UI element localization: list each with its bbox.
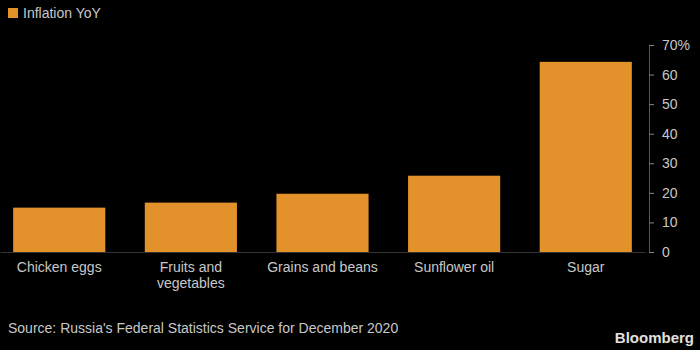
tick-label: 10	[662, 214, 678, 230]
tick-label: Grains and beans	[267, 259, 378, 275]
tick: Grains and beans	[267, 252, 378, 275]
bar	[13, 208, 105, 252]
legend-swatch	[8, 8, 18, 18]
legend-item: Inflation YoY	[8, 5, 102, 21]
axis-line	[650, 46, 655, 253]
tick-label: Chicken eggs	[17, 259, 102, 275]
tick-label: 0	[662, 244, 670, 260]
tick-label: 50	[662, 96, 678, 112]
tick-mark	[649, 163, 654, 164]
bars	[13, 62, 632, 252]
tick-label: Sugar	[567, 259, 605, 275]
tick: 10	[649, 214, 678, 230]
bar	[540, 62, 632, 252]
tick: Sugar	[567, 252, 605, 275]
background	[0, 0, 700, 350]
tick-label: 40	[662, 126, 678, 142]
tick: Fruits andvegetables	[157, 252, 225, 291]
tick-label: 20	[662, 185, 678, 201]
source: Source: Russia's Federal Statistics Serv…	[8, 320, 398, 336]
tick-mark	[649, 134, 654, 135]
y-axis: 0 10 20 30 40 50 60 70%	[649, 37, 690, 260]
tick-mark	[649, 193, 654, 194]
axis-line	[1, 252, 646, 253]
legend: Inflation YoY	[8, 5, 102, 21]
tick: Chicken eggs	[17, 252, 102, 275]
tick-mark	[649, 222, 654, 223]
bar	[276, 194, 368, 252]
tick-mark	[649, 252, 654, 253]
tick: Sunflower oil	[414, 252, 494, 275]
tick: 20	[649, 185, 678, 201]
tick-label: 60	[662, 67, 678, 83]
tick: 40	[649, 126, 678, 142]
tick-mark	[649, 104, 654, 105]
tick-label-line: Fruits and	[160, 259, 222, 275]
tick: 70%	[649, 37, 690, 53]
brand: Bloomberg	[615, 329, 694, 346]
x-axis: Chicken eggs Fruits andvegetables Grains a…	[1, 252, 646, 291]
tick-label-line: Sugar	[567, 259, 605, 275]
tick-label-line: Sunflower oil	[414, 259, 494, 275]
tick-label: 70%	[662, 37, 690, 53]
tick: 50	[649, 96, 678, 112]
tick: 0	[649, 244, 670, 260]
tick-mark	[649, 75, 654, 76]
tick-label-line: Chicken eggs	[17, 259, 102, 275]
bar	[145, 203, 237, 252]
tick: 30	[649, 155, 678, 171]
tick-label: 30	[662, 155, 678, 171]
tick-label: Fruits andvegetables	[157, 259, 225, 291]
tick-label: Sunflower oil	[414, 259, 494, 275]
legend-label: Inflation YoY	[23, 5, 102, 21]
chart: 0 10 20 30 40 50 60 70% Chicken eggs Fruits andve…	[0, 0, 700, 350]
bar	[408, 176, 500, 252]
tick: 60	[649, 67, 678, 83]
tick-label-line: vegetables	[157, 275, 225, 291]
tick-label-line: Grains and beans	[267, 259, 378, 275]
tick-mark	[649, 45, 654, 46]
